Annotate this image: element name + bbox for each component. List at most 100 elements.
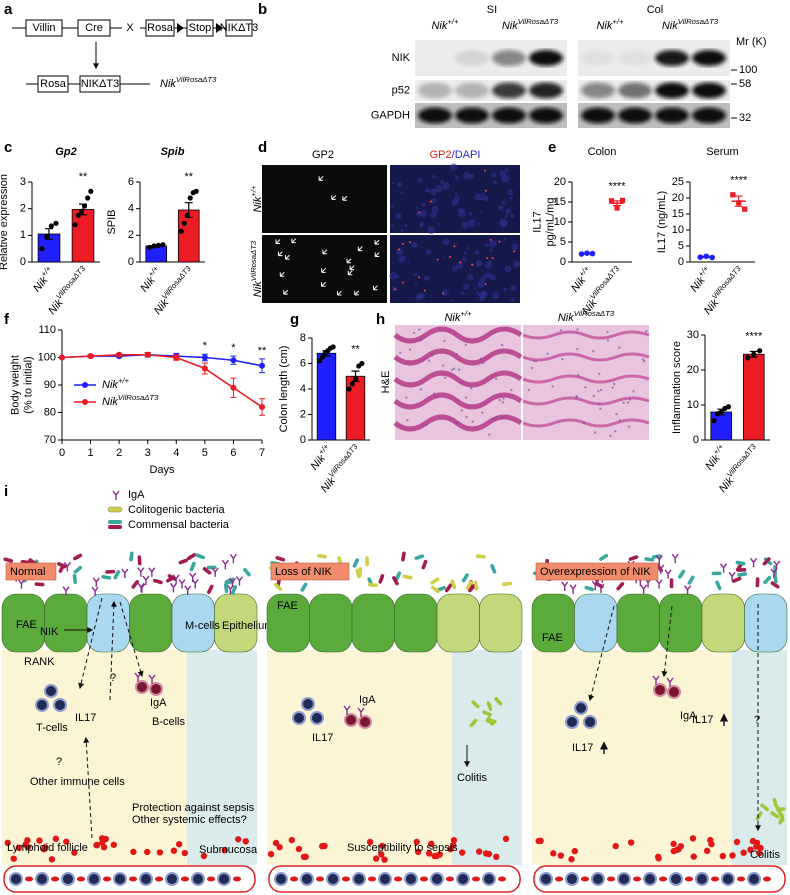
bacterium <box>494 697 503 706</box>
nucleus <box>584 386 587 389</box>
y-tick-label: 2 <box>300 408 306 420</box>
data-point <box>53 220 59 226</box>
bacterium <box>178 558 189 565</box>
panel-label: f <box>4 311 10 328</box>
rbc <box>659 876 667 882</box>
data-point <box>155 242 162 248</box>
bacterium <box>775 807 786 812</box>
text-part: VilRosaΔT3 <box>574 309 615 318</box>
bacterium <box>755 811 763 821</box>
significance: * <box>231 342 236 354</box>
data-point <box>230 384 237 391</box>
gp2-signal <box>513 250 516 253</box>
red-blood-cell <box>15 844 23 851</box>
red-blood-cell <box>654 853 662 861</box>
texture <box>499 218 508 227</box>
red-blood-cell <box>276 844 283 851</box>
texture <box>407 261 410 264</box>
epithelial-cell <box>309 593 353 653</box>
bacterium <box>152 578 163 585</box>
text-part: VilRosaΔT3 <box>724 441 757 478</box>
rbc <box>633 876 641 882</box>
texture <box>504 168 509 173</box>
red-blood-cell <box>753 843 760 850</box>
bacterium <box>355 568 361 579</box>
nucleus <box>530 366 534 370</box>
texture <box>463 251 467 255</box>
arrow-mark <box>322 249 328 255</box>
rbc <box>233 876 241 882</box>
data-point <box>619 197 626 203</box>
red-blood-cell <box>93 841 100 849</box>
t-cell <box>310 711 324 725</box>
texture <box>466 273 474 281</box>
texture <box>481 192 485 196</box>
texture <box>488 239 497 248</box>
texture <box>505 208 512 214</box>
y-axis-label: SPIB <box>106 209 118 234</box>
gp2-signal <box>449 255 452 258</box>
texture <box>461 221 469 230</box>
text-part: /DAPI <box>452 149 481 161</box>
significance: **** <box>730 175 748 187</box>
y-tick-label: 80 <box>44 406 56 418</box>
panel-label: d <box>258 139 267 156</box>
t-cell <box>53 698 67 712</box>
texture <box>480 291 488 299</box>
band <box>655 50 689 66</box>
data-point <box>330 344 336 350</box>
nucleus <box>418 328 421 331</box>
red-blood-cell <box>10 855 17 862</box>
nucleus <box>627 425 631 428</box>
texture <box>489 274 496 281</box>
nucleus <box>622 401 625 405</box>
texture <box>504 265 512 273</box>
red-blood-cell <box>295 845 303 853</box>
nucleus <box>460 409 463 412</box>
nucleus <box>575 394 578 398</box>
text-part: +/+ <box>447 17 459 26</box>
title-box <box>270 562 350 581</box>
band <box>692 50 726 66</box>
red-blood-cell <box>475 848 483 855</box>
y-tick-label: 10 <box>554 216 566 228</box>
data-point <box>359 360 365 367</box>
schematic-label: IL17 <box>312 732 333 744</box>
column-label: GP2 <box>312 149 334 161</box>
bacterium <box>273 582 283 591</box>
nucleus <box>592 394 596 398</box>
texture <box>455 261 464 269</box>
nucleus <box>464 396 468 399</box>
red-blood-cell <box>4 839 11 847</box>
construct-label: NIKΔT3 <box>81 78 120 90</box>
schematic-label: Other systemic effects? <box>132 814 247 826</box>
texture <box>413 273 418 277</box>
band <box>655 107 689 124</box>
nucleus <box>628 398 632 401</box>
row-label: NikVilRosaΔT3 <box>249 240 264 297</box>
text-part: Nik <box>308 452 328 472</box>
texture <box>439 179 445 185</box>
red-blood-cell <box>747 846 754 853</box>
red-blood-cell <box>52 835 60 842</box>
iga-icon <box>172 574 180 584</box>
construct-box <box>225 19 253 37</box>
iga-icon <box>561 581 569 591</box>
nucleus <box>498 398 502 402</box>
crypt <box>393 370 523 388</box>
red-blood-cell <box>719 852 727 860</box>
texture <box>477 223 480 226</box>
rbc <box>207 876 215 882</box>
red-blood-cell <box>502 835 510 843</box>
y-tick-label: 25 <box>672 176 684 188</box>
y-tick-label: 0 <box>128 256 134 268</box>
rbc <box>290 876 298 882</box>
red-blood-cell <box>689 835 697 842</box>
arrow-mark <box>321 267 327 273</box>
bacterium <box>755 577 760 588</box>
panel-label: g <box>290 311 299 328</box>
texture <box>514 262 519 268</box>
x-tick-label: 4 <box>173 447 179 459</box>
text-part: Nik <box>431 20 447 32</box>
bacterium <box>224 577 235 584</box>
